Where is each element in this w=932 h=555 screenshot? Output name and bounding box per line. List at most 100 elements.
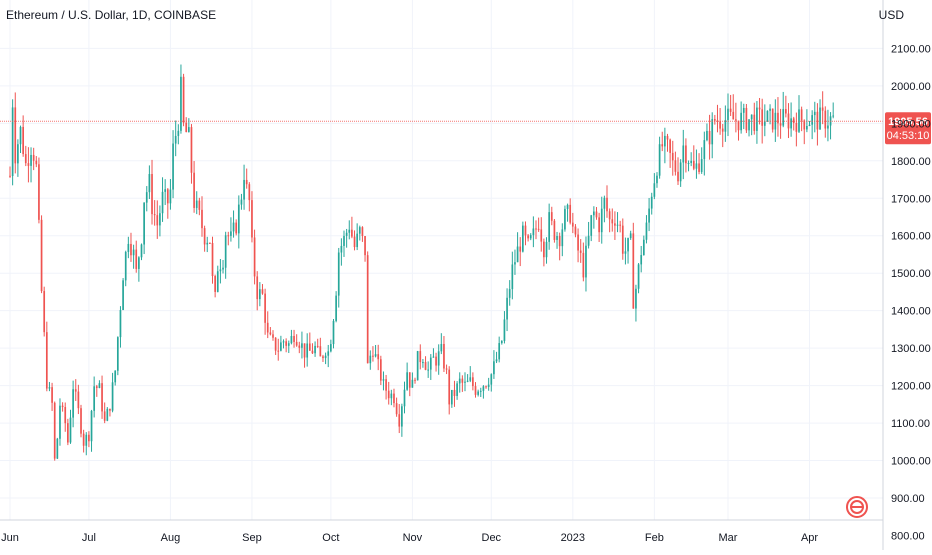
candle-body	[424, 362, 427, 370]
candle-body	[608, 211, 611, 220]
candle-body	[216, 271, 219, 292]
candle-body	[500, 340, 503, 344]
price-tick-label: 1400.00	[891, 306, 931, 318]
candle-body	[472, 377, 474, 387]
price-tick-label: 1700.00	[891, 193, 931, 205]
candle-body	[564, 208, 566, 230]
candle-body	[700, 159, 703, 172]
candle-body	[540, 229, 543, 242]
candle-body	[222, 267, 224, 270]
candle-body	[280, 342, 282, 351]
price-tick-label: 900.00	[891, 493, 925, 505]
price-tick-label: 1500.00	[891, 268, 931, 280]
candle-body	[48, 387, 51, 389]
candle-body	[51, 387, 53, 403]
candle-body	[550, 212, 553, 221]
candle-body	[640, 255, 643, 265]
candle-body	[124, 251, 127, 281]
countdown-label: 04:53:10	[887, 130, 930, 142]
candle-body	[311, 350, 314, 354]
candle-body	[753, 114, 756, 131]
candle-body	[579, 250, 582, 253]
candle-body	[130, 243, 132, 256]
candle-body	[674, 160, 677, 172]
candle-body	[335, 295, 337, 321]
candle-body	[232, 222, 235, 232]
candle-body	[698, 163, 700, 172]
candle-body	[766, 110, 769, 122]
candle-body	[379, 359, 382, 381]
candle-body	[22, 126, 24, 155]
candle-body	[116, 337, 119, 371]
candle-body	[777, 112, 779, 124]
candle-body	[532, 228, 535, 236]
candle-body	[593, 211, 595, 216]
candle-body	[571, 222, 574, 227]
candle-body	[340, 245, 343, 253]
candle-body	[574, 226, 577, 235]
price-axis-unit[interactable]: USD	[878, 8, 904, 22]
candle-body	[45, 332, 48, 389]
candle-body	[209, 242, 211, 244]
candle-body	[145, 192, 148, 203]
candle-body	[243, 179, 245, 200]
candle-body	[214, 276, 216, 292]
candle-body	[703, 140, 706, 160]
candle-body	[721, 128, 724, 132]
candle-body	[795, 122, 798, 132]
candle-body	[132, 249, 135, 256]
candle-body	[511, 264, 514, 290]
time-tick-label: 2023	[561, 532, 585, 544]
candle-body	[253, 237, 256, 277]
candle-body	[308, 343, 311, 351]
candle-body	[642, 239, 645, 256]
candle-body	[393, 393, 395, 404]
tradingview-logo-icon[interactable]	[846, 496, 868, 518]
candle-body	[230, 231, 232, 236]
candle-body	[269, 332, 272, 335]
candle-body	[537, 228, 540, 230]
candle-body	[301, 343, 303, 348]
candle-body	[713, 119, 716, 121]
candle-body	[658, 144, 661, 176]
candle-body	[429, 357, 432, 370]
candle-body	[458, 378, 461, 384]
candle-body	[266, 322, 269, 333]
price-tick-label: 1300.00	[891, 343, 931, 355]
candle-body	[277, 350, 280, 352]
candle-body	[372, 355, 374, 357]
candle-body	[416, 351, 419, 381]
candle-body	[298, 345, 301, 348]
candle-body	[235, 222, 238, 234]
candle-body	[474, 386, 477, 395]
candle-body	[758, 107, 761, 110]
candle-body	[153, 214, 156, 216]
candle-body	[406, 372, 408, 390]
candle-body	[503, 319, 506, 341]
candle-body	[122, 280, 124, 311]
candle-body	[806, 126, 808, 130]
candle-body	[682, 145, 685, 163]
candle-body	[740, 112, 742, 131]
candle-body	[19, 126, 22, 145]
candle-body	[664, 135, 666, 147]
candle-body	[422, 362, 424, 364]
candle-body	[295, 341, 298, 346]
candle-body	[677, 171, 679, 182]
candle-body	[464, 381, 466, 383]
candle-body	[101, 383, 103, 412]
candle-body	[182, 76, 185, 123]
candle-body	[261, 289, 264, 294]
chart-title: Ethereum / U.S. Dollar, 1D, COINBASE	[6, 8, 217, 22]
candle-body	[661, 144, 664, 147]
candle-body	[756, 107, 758, 131]
time-tick-label: Nov	[403, 532, 423, 544]
candle-body	[527, 235, 529, 239]
time-tick-label: Dec	[482, 532, 502, 544]
candle-body	[635, 288, 637, 309]
candle-body	[185, 122, 188, 133]
candle-body	[293, 335, 295, 342]
candle-body	[256, 276, 259, 300]
candle-body	[821, 107, 824, 111]
